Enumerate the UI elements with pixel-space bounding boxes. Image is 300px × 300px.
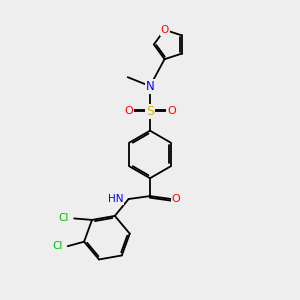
Text: HN: HN <box>108 194 123 204</box>
Text: N: N <box>146 80 154 93</box>
Text: O: O <box>167 106 176 116</box>
Text: O: O <box>160 25 169 35</box>
Text: Cl: Cl <box>52 241 62 251</box>
Text: Cl: Cl <box>58 213 69 224</box>
Text: O: O <box>124 106 133 116</box>
Text: O: O <box>172 194 180 204</box>
Text: S: S <box>146 105 154 118</box>
